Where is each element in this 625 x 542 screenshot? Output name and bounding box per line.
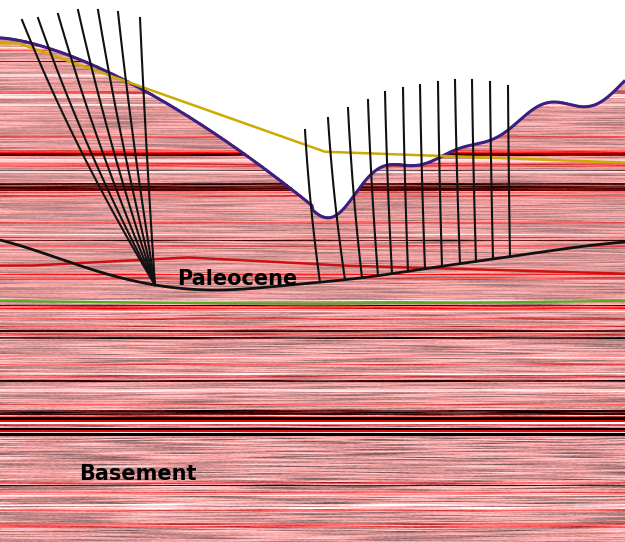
- Text: Paleocene: Paleocene: [177, 269, 298, 289]
- Text: Basement: Basement: [79, 464, 196, 484]
